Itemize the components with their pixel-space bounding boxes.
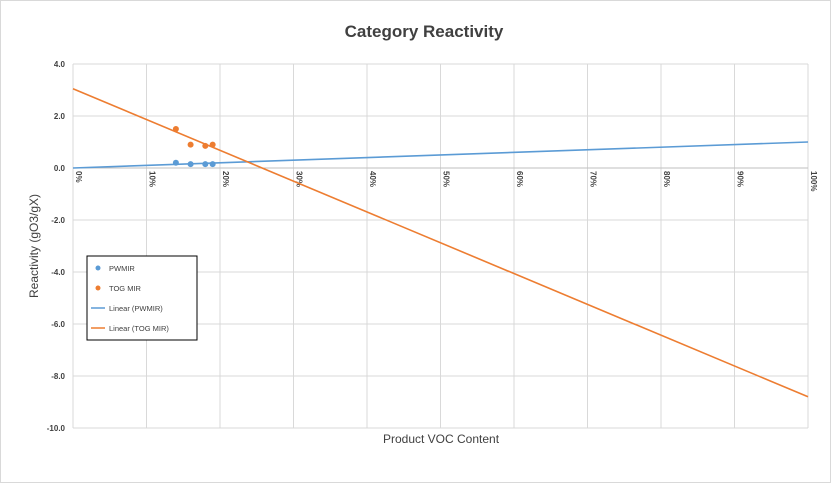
x-tick-label: 50% bbox=[442, 171, 451, 187]
trendline-pwmir bbox=[72, 141, 809, 169]
legend-marker bbox=[95, 265, 101, 271]
y-axis-ticks: 4.0 2.0 0.0 -2.0 -4.0 -6.0 -8.0 -10.0 bbox=[47, 60, 66, 433]
x-tick-label: 60% bbox=[515, 171, 524, 187]
y-tick-label: -10.0 bbox=[47, 424, 66, 433]
data-point-tog-mir bbox=[209, 141, 216, 148]
trendline-tog-mir bbox=[72, 87, 809, 398]
chart-title: Category Reactivity bbox=[345, 22, 504, 41]
x-tick-label: 20% bbox=[221, 171, 230, 187]
data-point-pwmir bbox=[187, 161, 194, 168]
data-point-pwmir bbox=[172, 159, 179, 166]
legend-label: TOG MIR bbox=[109, 284, 142, 293]
x-tick-label: 90% bbox=[736, 171, 745, 187]
data-point-pwmir bbox=[209, 161, 216, 168]
y-tick-label: -2.0 bbox=[51, 216, 65, 225]
x-tick-label: 30% bbox=[295, 171, 304, 187]
y-tick-label: -4.0 bbox=[51, 268, 65, 277]
y-tick-label: 2.0 bbox=[54, 112, 66, 121]
legend: PWMIR TOG MIR Linear (PWMIR) Linear (TOG MI… bbox=[86, 255, 198, 341]
y-tick-label: 4.0 bbox=[54, 60, 66, 69]
data-point-tog-mir bbox=[202, 142, 209, 149]
x-tick-label: 40% bbox=[368, 171, 377, 187]
grid-lines bbox=[73, 63, 809, 429]
x-axis bbox=[72, 64, 808, 428]
data-point-pwmir bbox=[202, 161, 209, 168]
x-tick-label: 10% bbox=[148, 171, 157, 187]
legend-label: Linear (PWMIR) bbox=[109, 304, 163, 313]
legend-box bbox=[86, 255, 198, 341]
x-axis-title: Product VOC Content bbox=[383, 432, 500, 446]
x-tick-label: 80% bbox=[662, 171, 671, 187]
legend-marker bbox=[95, 285, 101, 291]
x-tick-label: 100% bbox=[809, 171, 818, 191]
y-axis-title: Reactivity (gO3/gX) bbox=[27, 194, 41, 298]
x-axis-ticks: 0% 10% 20% 30% 40% 50% 60% 70% 80% 90% 100% bbox=[74, 171, 818, 191]
y-tick-label: -6.0 bbox=[51, 320, 65, 329]
trendlines bbox=[72, 87, 809, 398]
legend-label: Linear (TOG MIR) bbox=[109, 324, 169, 333]
legend-label: PWMIR bbox=[109, 264, 135, 273]
data-point-tog-mir bbox=[172, 126, 179, 132]
x-tick-label: 70% bbox=[589, 171, 598, 187]
y-tick-label: -8.0 bbox=[51, 372, 65, 381]
data-points bbox=[172, 126, 216, 168]
data-point-tog-mir bbox=[187, 141, 194, 148]
y-tick-label: 0.0 bbox=[54, 164, 66, 173]
x-tick-label: 0% bbox=[74, 171, 83, 183]
